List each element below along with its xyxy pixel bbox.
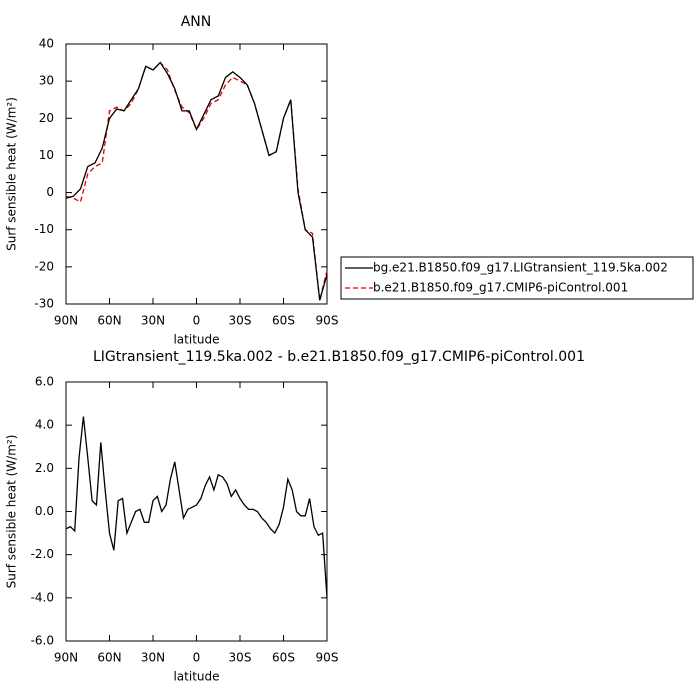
y-tick-label: -10 <box>34 222 54 236</box>
y-tick-label: 10 <box>39 148 54 162</box>
chart-title: ANN <box>181 14 212 30</box>
x-tick-label: 60S <box>272 314 295 328</box>
plot-frame <box>65 381 328 642</box>
x-tick-label: 30S <box>229 314 252 328</box>
x-axis-label: latitude <box>173 670 219 684</box>
x-tick-label: 30N <box>141 314 165 328</box>
y-tick-label: 4.0 <box>35 418 54 432</box>
legend-label: b.e21.B1850.f09_g17.CMIP6-piControl.001 <box>373 281 628 295</box>
y-tick-label: 6.0 <box>35 375 54 389</box>
x-axis-label: latitude <box>173 333 219 347</box>
y-tick-label: 0 <box>46 185 54 199</box>
x-tick-label: 90N <box>54 314 78 328</box>
x-tick-label: 90S <box>316 314 339 328</box>
plot-frame <box>65 43 328 305</box>
y-tick-label: -2.0 <box>31 547 54 561</box>
x-tick-label: 30N <box>141 651 165 665</box>
y-tick-label: 0.0 <box>35 504 54 518</box>
y-tick-label: 2.0 <box>35 461 54 475</box>
x-tick-label: 60N <box>97 651 121 665</box>
legend-label: bg.e21.B1850.f09_g17.LIGtransient_119.5k… <box>373 261 668 275</box>
y-tick-label: -30 <box>34 297 54 311</box>
legend-box <box>340 256 694 300</box>
chart-title: LIGtransient_119.5ka.002 - b.e21.B1850.f… <box>93 349 585 365</box>
y-tick-label: -20 <box>34 259 54 273</box>
y-tick-label: -6.0 <box>31 634 54 648</box>
data-line <box>65 61 328 301</box>
x-tick-label: 60S <box>272 651 295 665</box>
data-line <box>65 416 328 598</box>
y-tick-label: 20 <box>39 111 54 125</box>
y-axis-label: Surf sensible heat (W/m²) <box>5 97 19 251</box>
x-tick-label: 60N <box>97 314 121 328</box>
y-tick-label: -4.0 <box>31 590 54 604</box>
y-tick-label: 40 <box>39 37 54 51</box>
y-axis-label: Surf sensible heat (W/m²) <box>5 435 19 589</box>
x-tick-label: 0 <box>193 314 201 328</box>
x-tick-label: 30S <box>229 651 252 665</box>
y-tick-label: 30 <box>39 74 54 88</box>
x-tick-label: 90S <box>316 651 339 665</box>
data-line <box>65 61 328 301</box>
x-tick-label: 0 <box>193 651 201 665</box>
x-tick-label: 90N <box>54 651 78 665</box>
